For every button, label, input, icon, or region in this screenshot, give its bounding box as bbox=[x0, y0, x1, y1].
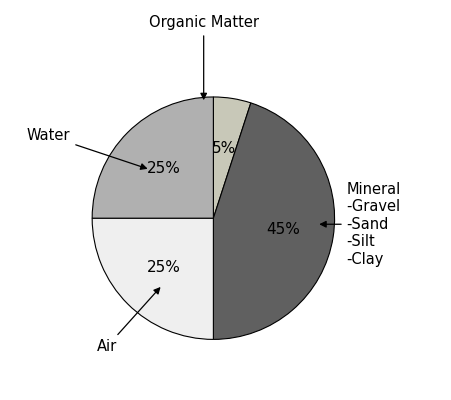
Text: 5%: 5% bbox=[212, 141, 236, 156]
Text: Organic Matter: Organic Matter bbox=[149, 15, 259, 99]
Text: Mineral
-Gravel
-Sand
-Silt
-Clay: Mineral -Gravel -Sand -Silt -Clay bbox=[321, 182, 401, 266]
Text: Air: Air bbox=[97, 288, 160, 354]
Wedge shape bbox=[92, 218, 213, 339]
Wedge shape bbox=[92, 97, 213, 218]
Wedge shape bbox=[213, 103, 335, 339]
Text: 45%: 45% bbox=[266, 222, 300, 237]
Wedge shape bbox=[213, 97, 251, 218]
Text: 25%: 25% bbox=[147, 260, 180, 275]
Text: Water: Water bbox=[27, 128, 147, 169]
Text: 25%: 25% bbox=[147, 161, 180, 176]
